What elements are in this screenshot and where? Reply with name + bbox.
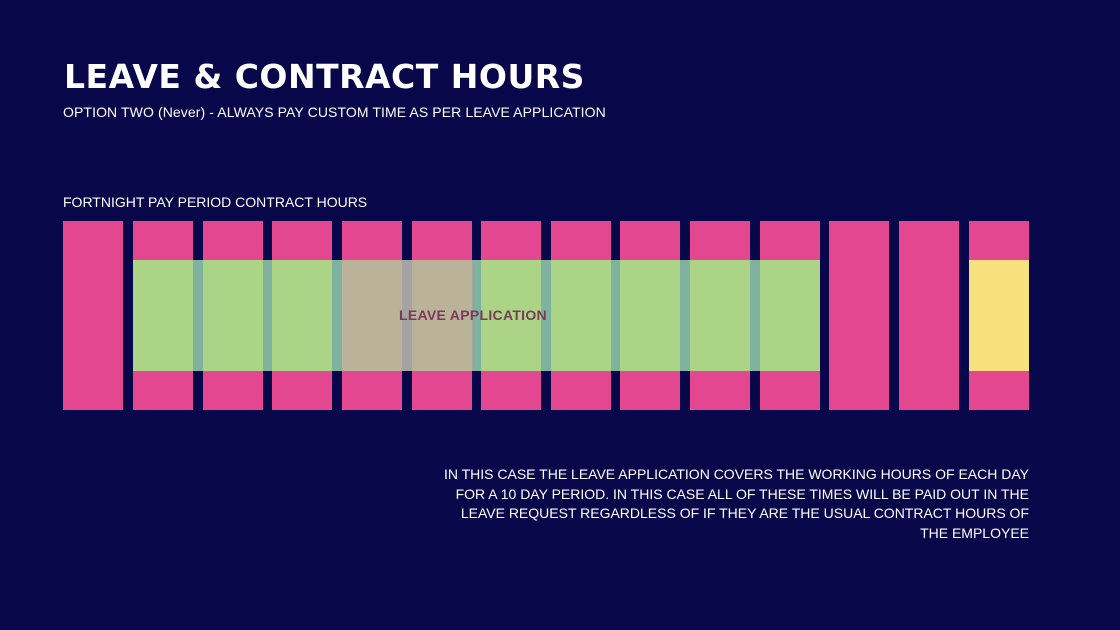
leave-hours-band xyxy=(551,260,611,371)
contract-day-12 xyxy=(829,221,889,410)
contract-day-14 xyxy=(969,221,1029,410)
explanation-line: FOR A 10 DAY PERIOD. IN THIS CASE ALL OF… xyxy=(455,485,1029,502)
contract-day-13 xyxy=(899,221,959,410)
leave-hours-band xyxy=(690,260,750,371)
explanation-text: IN THIS CASE THE LEAVE APPLICATION COVER… xyxy=(429,465,1029,543)
contract-day-1 xyxy=(63,221,123,410)
leave-application-highlight xyxy=(342,260,473,371)
leave-hours-band xyxy=(481,260,541,371)
leave-hours-band xyxy=(620,260,680,371)
fortnight-timeline: LEAVE APPLICATION xyxy=(63,221,1029,410)
leave-hours-band xyxy=(133,260,193,371)
leave-hours-band xyxy=(203,260,263,371)
custom-time-band xyxy=(969,260,1029,371)
explanation-line: LEAVE REQUEST REGARDLESS OF IF THEY ARE … xyxy=(460,505,1029,521)
leave-hours-band xyxy=(272,260,332,371)
page-title: LEAVE & CONTRACT HOURS xyxy=(64,57,585,96)
explanation-line: IN THIS CASE THE LEAVE APPLICATION COVER… xyxy=(443,466,1029,482)
explanation-line: THE EMPLOYEE xyxy=(920,524,1029,541)
leave-application-label: LEAVE APPLICATION xyxy=(399,307,547,323)
timeline-label: FORTNIGHT PAY PERIOD CONTRACT HOURS xyxy=(63,194,368,210)
page-subtitle: OPTION TWO (Never) - ALWAYS PAY CUSTOM T… xyxy=(63,104,606,120)
leave-hours-band xyxy=(760,260,820,371)
